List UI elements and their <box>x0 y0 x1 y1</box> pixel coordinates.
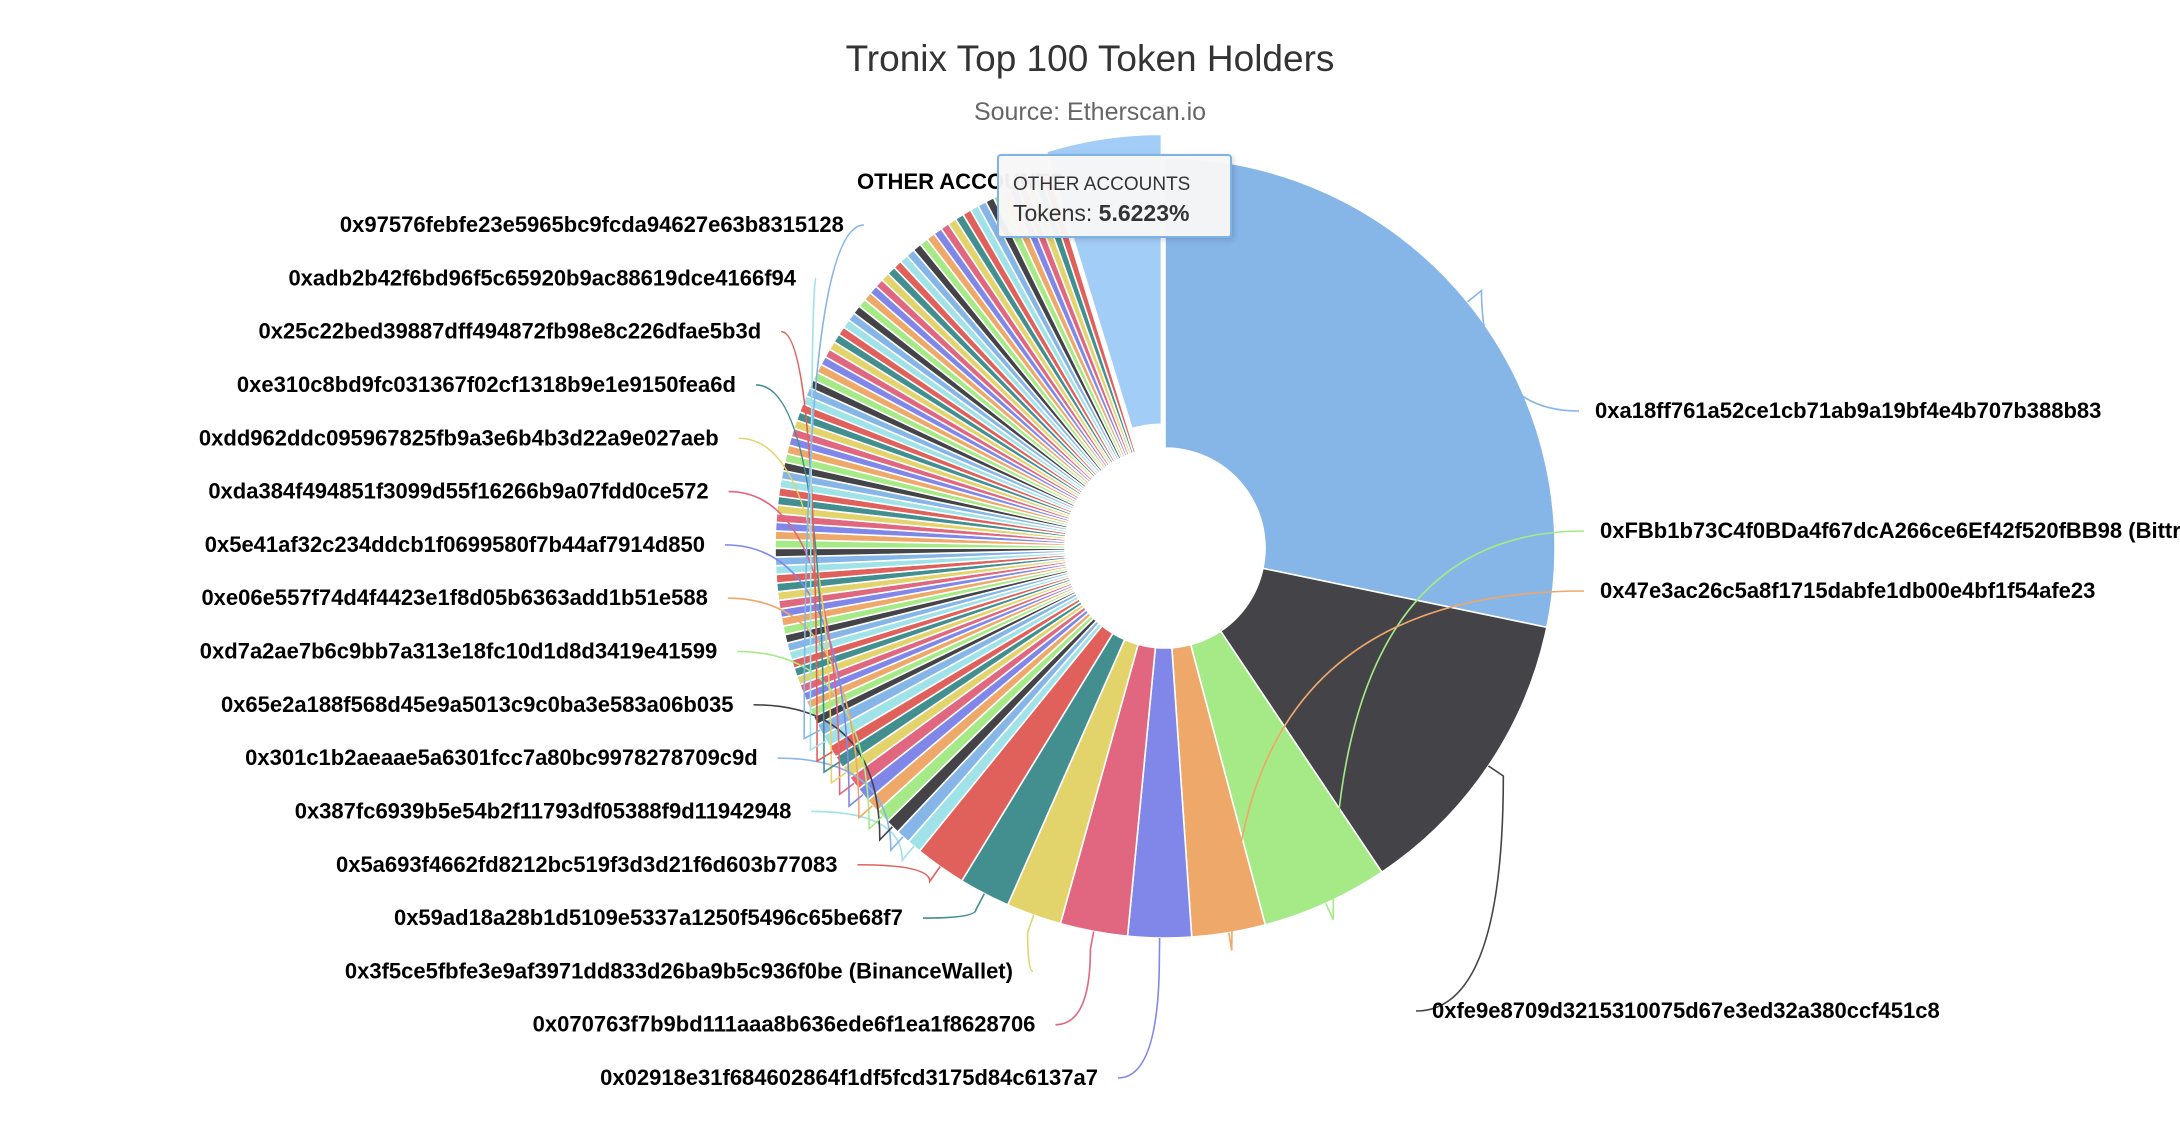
label-connector <box>922 893 986 919</box>
label-connector <box>737 650 883 831</box>
label-connector <box>803 224 864 740</box>
label-connector <box>811 810 915 863</box>
label-connector <box>809 277 827 752</box>
slices-layer <box>774 133 1556 939</box>
label-connector <box>781 330 833 763</box>
tooltip: OTHER ACCOUNTS Tokens: 5.6223% <box>997 154 1232 238</box>
slice-label: 0xa18ff761a52ce1cb71ab9a19bf4e4b707b388b… <box>1595 398 2101 423</box>
label-connector <box>857 863 941 884</box>
slice-label: 0x5e41af32c234ddcb1f0699580f7b44af7914d8… <box>205 532 705 557</box>
slice-label: 0xdd962ddc095967825fb9a3e6b4b3d22a9e027a… <box>199 425 719 450</box>
chart-subtitle: Source: Etherscan.io <box>973 98 1207 126</box>
slice-label: 0x301c1b2aeaae5a6301fcc7a80bc9978278709c… <box>245 745 758 770</box>
slice-label: 0x02918e31f684602864f1df5fcd3175d84c6137… <box>600 1065 1098 1090</box>
label-connector <box>727 597 873 820</box>
slice-label: 0xfe9e8709d3215310075d67e3ed32a380ccf451… <box>1432 998 1940 1023</box>
slice-label: 0xe06e557f74d4f4423e1f8d05b6363add1b51e5… <box>201 585 707 610</box>
slice-label: 0xe310c8bd9fc031367f02cf1318b9e1e9150fea… <box>237 372 736 397</box>
label-connector <box>1415 765 1505 1012</box>
label-connector <box>1026 914 1035 973</box>
tooltip-value: 5.6223% <box>1098 200 1190 226</box>
tooltip-row: Tokens: 5.6223% <box>1013 196 1216 230</box>
slice-label: 0x387fc6939b5e54b2f11793df05388f9d119429… <box>295 798 792 823</box>
pie-slice[interactable] <box>1219 567 1548 873</box>
slice-label: 0x59ad18a28b1d5109e5337a1250f5496c65be68… <box>394 905 903 930</box>
slice-label: 0x25c22bed39887dff494872fb98e8c226dfae5b… <box>258 319 761 344</box>
label-connector <box>1055 931 1095 1026</box>
slice-label: 0xFBb1b73C4f0BDa4f67dcA266ce6Ef42f520fBB… <box>1600 518 2180 543</box>
label-connector <box>1117 937 1161 1079</box>
tooltip-series-name: OTHER ACCOUNTS <box>1013 174 1191 195</box>
slice-label: 0x47e3ac26c5a8f1715dabfe1db00e4bf1f54afe… <box>1600 578 2095 603</box>
slice-label: 0x5a693f4662fd8212bc519f3d3d21f6d603b770… <box>336 852 837 877</box>
slice-label: 0x070763f7b9bd111aaa8b636ede6f1ea1f86287… <box>533 1012 1036 1037</box>
slice-label: 0x65e2a188f568d45e9a5013c9c0ba3e583a06b0… <box>221 692 734 717</box>
slice-label: 0xda384f494851f3099d55f16266b9a07fdd0ce5… <box>208 479 708 504</box>
chart-title: Tronix Top 100 Token Holders <box>845 38 1335 79</box>
label-connector <box>753 704 893 842</box>
slice-label: 0x97576febfe23e5965bc9fcda94627e63b83151… <box>340 212 844 237</box>
labels-layer: 0xa18ff761a52ce1cb71ab9a19bf4e4b707b388b… <box>199 169 2180 1090</box>
pie-slice[interactable] <box>1164 157 1556 629</box>
label-connector <box>1467 288 1580 412</box>
connectors-layer <box>725 224 1585 1079</box>
label-connector <box>1228 590 1585 951</box>
slice-label: 0xadb2b42f6bd96f5c65920b9ac88619dce4166f… <box>288 265 796 290</box>
slice-label: 0xd7a2ae7b6c9bb7a313e18fc10d1d8d3419e415… <box>200 639 717 664</box>
tooltip-label: Tokens: <box>1013 200 1093 226</box>
slice-label: 0x3f5ce5fbfe3e9af3971dd833d26ba9b5c936f0… <box>345 958 1013 983</box>
label-connector <box>1325 530 1585 921</box>
